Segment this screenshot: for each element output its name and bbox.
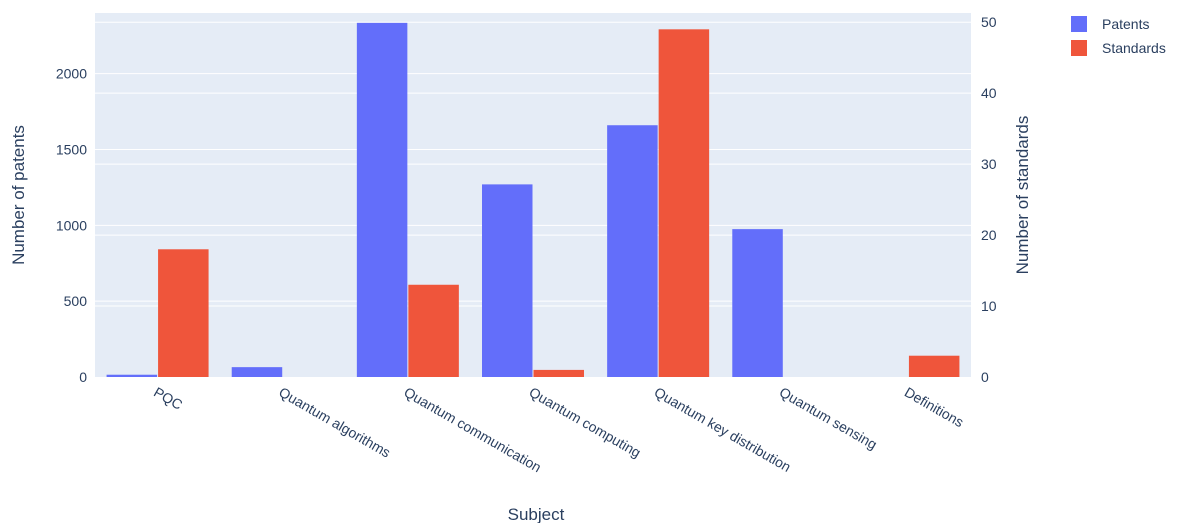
x-axis-title: Subject [508, 505, 565, 523]
bar-standards-3[interactable] [533, 369, 585, 377]
bar-standards-6[interactable] [908, 355, 960, 377]
y2-tick-label: 10 [981, 298, 997, 314]
x-tick-label: PQC [151, 384, 185, 413]
y-tick-label: 0 [79, 369, 87, 385]
legend[interactable]: Patents Standards [1071, 16, 1166, 56]
bar-standards-4[interactable] [658, 29, 710, 377]
x-tick-label: Quantum communication [401, 384, 544, 476]
y2-axis-title: Number of standards [1013, 116, 1032, 275]
x-tick-label: Quantum sensing [777, 384, 880, 453]
bars [106, 22, 960, 377]
y-axis-title: Number of patents [9, 125, 28, 265]
legend-label: Patents [1102, 16, 1149, 32]
x-axis-ticks: PQC Quantum algorithms Quantum communicati… [151, 384, 966, 476]
bar-patents-5[interactable] [732, 229, 783, 377]
y-tick-label: 1000 [56, 217, 87, 233]
y2-axis-ticks: 0 10 20 30 40 50 [981, 14, 997, 385]
legend-swatch [1071, 16, 1087, 32]
y-tick-label: 2000 [56, 66, 87, 82]
bar-patents-4[interactable] [607, 125, 658, 377]
bar-patents-3[interactable] [482, 184, 533, 377]
y2-tick-label: 40 [981, 85, 997, 101]
bar-patents-2[interactable] [356, 22, 408, 377]
bar-standards-0[interactable] [158, 249, 209, 377]
legend-item-standards[interactable]: Standards [1071, 40, 1166, 56]
legend-item-patents[interactable]: Patents [1071, 16, 1149, 32]
y2-tick-label: 0 [981, 369, 989, 385]
x-tick-label: Quantum algorithms [276, 384, 393, 461]
x-tick-label: Definitions [902, 384, 967, 431]
bar-patents-1[interactable] [231, 367, 283, 377]
x-tick-label: Quantum key distribution [652, 384, 794, 475]
x-tick-label: Quantum computing [527, 384, 644, 461]
y2-tick-label: 30 [981, 156, 997, 172]
y2-tick-label: 50 [981, 14, 997, 30]
y-axis-ticks: 0 500 1000 1500 2000 [56, 66, 87, 385]
legend-swatch [1071, 40, 1087, 56]
plot-background [95, 13, 971, 377]
legend-label: Standards [1102, 40, 1166, 56]
bar-patents-0[interactable] [106, 374, 158, 377]
y-tick-label: 500 [64, 293, 88, 309]
y2-tick-label: 20 [981, 227, 997, 243]
y-tick-label: 1500 [56, 142, 87, 158]
gridlines [95, 21, 971, 307]
bar-standards-2[interactable] [408, 284, 459, 377]
